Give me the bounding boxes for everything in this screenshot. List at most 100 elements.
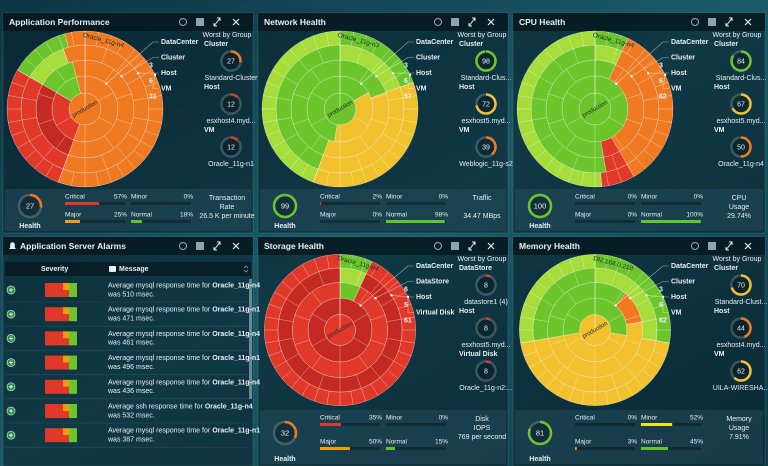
stat-bar <box>641 423 673 426</box>
sunburst-divider <box>310 69 321 83</box>
close-button[interactable] <box>744 242 752 250</box>
summary-strip <box>515 189 763 231</box>
stat-percent: 18% <box>180 212 193 219</box>
worst-name: Oracle_11g-n2:... <box>459 385 513 392</box>
level-count: 57 <box>404 93 412 100</box>
level-dot <box>645 294 648 297</box>
stat-track <box>320 220 380 223</box>
refresh-button[interactable] <box>691 18 699 26</box>
refresh-button[interactable] <box>434 242 442 250</box>
close-button[interactable] <box>487 242 495 250</box>
sunburst-divider <box>648 360 661 369</box>
bell-icon <box>9 242 16 249</box>
sunburst-divider <box>605 255 609 269</box>
refresh-button[interactable] <box>434 18 442 26</box>
sunburst-divider <box>614 135 625 149</box>
stat-percent: 25% <box>114 212 127 219</box>
sunburst-divider <box>541 298 554 307</box>
level-connector <box>361 41 414 84</box>
sunburst-divider <box>548 93 564 100</box>
settings-button[interactable] <box>708 18 716 26</box>
level-dot <box>406 295 410 299</box>
health-label: Health <box>529 223 550 230</box>
expand-button[interactable] <box>213 17 221 27</box>
refresh-button[interactable] <box>691 242 699 250</box>
panel-header <box>3 237 253 255</box>
sunburst-divider <box>25 149 37 160</box>
sunburst-divider <box>608 337 623 347</box>
level-name: Host <box>161 70 177 77</box>
settings-button[interactable] <box>451 242 459 250</box>
level-connector <box>121 57 159 77</box>
expand-button[interactable] <box>725 17 733 27</box>
sunburst-divider <box>636 298 649 307</box>
stat-track <box>575 220 635 223</box>
sunburst-divider <box>361 35 367 49</box>
sunburst-divider <box>312 313 327 323</box>
worst-gauge-value: 72 <box>482 101 490 108</box>
expand-button[interactable] <box>468 17 476 27</box>
sunburst-divider <box>382 133 396 142</box>
expand-button[interactable] <box>213 241 221 251</box>
stat-name: Normal <box>131 212 153 219</box>
sunburst-divider <box>393 360 406 369</box>
worst-name: Standard-Clust... <box>715 299 768 306</box>
sunburst-divider <box>549 339 565 345</box>
sunburst-divider <box>318 271 324 286</box>
stat-bar <box>320 447 350 450</box>
severity-normal <box>63 362 69 370</box>
sort-icon[interactable] <box>243 265 249 273</box>
metric-title: Memory <box>726 416 752 423</box>
sunburst-divider <box>546 271 556 283</box>
close-button[interactable] <box>744 18 752 26</box>
sunburst-divider <box>127 76 141 85</box>
sunburst-divider <box>371 93 387 100</box>
sunburst-divider <box>45 164 54 177</box>
close-button[interactable] <box>232 18 240 26</box>
refresh-button[interactable] <box>179 18 187 26</box>
stat-name: Normal <box>386 212 408 219</box>
panel-header <box>3 13 253 31</box>
worst-name: Oracle_11g-n1 <box>208 161 254 168</box>
sunburst-divider <box>656 316 670 320</box>
sunburst-divider <box>106 35 112 49</box>
alarm-message: Average mysql response time for Oracle_11… <box>108 331 260 338</box>
settings-button[interactable] <box>451 18 459 26</box>
expand-button[interactable] <box>725 241 733 251</box>
worst-group: Host <box>459 308 475 315</box>
expand-button[interactable] <box>468 241 476 251</box>
sunburst-divider <box>289 157 300 169</box>
sunburst-divider <box>655 130 669 136</box>
sunburst-divider <box>98 92 114 102</box>
sunburst-divider <box>311 116 327 126</box>
sunburst-divider <box>626 118 642 125</box>
worst-gauge-value: 12 <box>227 144 235 151</box>
close-button[interactable] <box>487 18 495 26</box>
sunburst-divider <box>294 315 310 321</box>
level-dot <box>374 296 377 300</box>
alarm-message: Average mysql response time for Oracle_11… <box>108 428 260 435</box>
sunburst-divider <box>104 135 115 149</box>
sunburst-divider <box>313 258 320 272</box>
sunburst-divider <box>388 117 404 121</box>
sunburst-divider <box>614 69 625 83</box>
settings-button[interactable] <box>196 18 204 26</box>
close-button[interactable] <box>232 242 240 250</box>
sunburst-divider <box>371 118 387 125</box>
scrollbar[interactable] <box>249 279 252 399</box>
sunburst-divider <box>56 116 72 126</box>
alarm-message-line2: was 510 msec. <box>107 291 155 298</box>
settings-button[interactable] <box>708 242 716 250</box>
sunburst-divider <box>370 315 386 321</box>
sunburst-divider <box>21 117 37 121</box>
settings-button[interactable] <box>196 242 204 250</box>
sunburst-divider <box>625 315 641 321</box>
stat-name: Minor <box>641 415 658 422</box>
sunburst-divider <box>17 140 30 149</box>
alarm-text: Average ssh response time for <box>108 403 203 410</box>
sunburst-divider <box>635 157 646 169</box>
sunburst-divider <box>370 366 381 378</box>
level-dot <box>359 304 362 307</box>
sunburst-divider <box>313 388 320 402</box>
refresh-button[interactable] <box>179 242 187 250</box>
